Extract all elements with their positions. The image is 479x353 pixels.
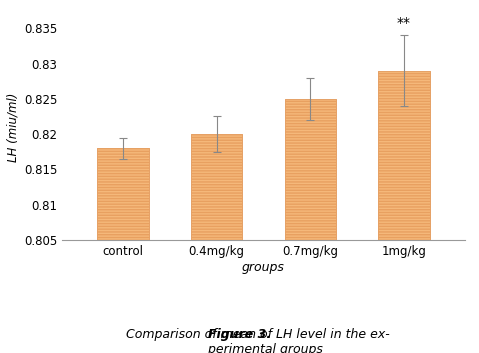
Y-axis label: LH (miu/ml): LH (miu/ml): [7, 92, 20, 162]
Bar: [191, 134, 242, 240]
X-axis label: groups: groups: [242, 261, 285, 274]
Bar: [285, 99, 336, 240]
Bar: [285, 99, 336, 240]
Bar: [378, 71, 430, 240]
Text: Comparison of mean of LH level in the ex-
             perimental groups: Comparison of mean of LH level in the ex…: [90, 328, 389, 353]
Text: Figure 3.: Figure 3.: [208, 328, 271, 341]
Bar: [378, 71, 430, 240]
Bar: [97, 148, 149, 240]
Bar: [191, 134, 242, 240]
Text: **: **: [397, 16, 411, 30]
Bar: [97, 148, 149, 240]
